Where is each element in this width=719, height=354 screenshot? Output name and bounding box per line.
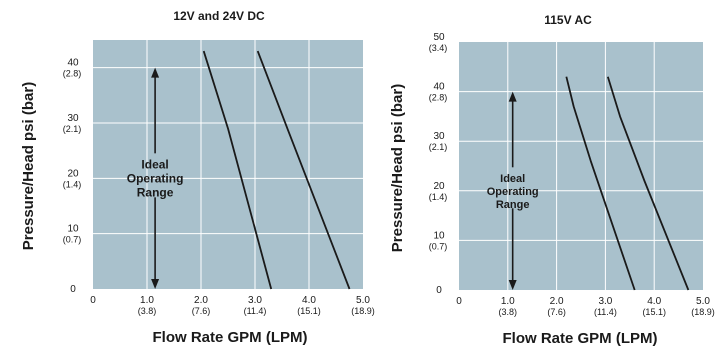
x-tick-label: 2.0: [194, 295, 208, 306]
range-label-line: Range: [137, 185, 174, 199]
x-tick-sublabel: (3.8): [499, 307, 518, 317]
plot-background: [459, 42, 703, 290]
performance-curve: [202, 50, 273, 290]
x-tick-label: 1.0: [140, 295, 154, 306]
x-tick-sublabel: (15.1): [642, 307, 666, 317]
y-tick-label: 10: [67, 224, 79, 235]
plot-area: 0 1.0(3.8)2.0(7.6)3.0(11.4)4.0(15.1)5.0(1…: [63, 40, 375, 316]
x-tick-label: 2.0: [550, 296, 564, 307]
range-arrowhead-up: [151, 67, 160, 78]
x-tick-label: 5.0: [356, 295, 370, 306]
x-tick-sublabel: (18.9): [351, 306, 375, 316]
x-axis-title: Flow Rate GPM (LPM): [503, 330, 658, 347]
range-arrowhead-down: [508, 280, 517, 290]
y-tick-label: 0: [70, 284, 76, 295]
x-tick-sublabel: (11.4): [244, 306, 267, 316]
y-tick-label: 30: [433, 131, 445, 142]
y-tick-sublabel: (1.4): [429, 192, 448, 202]
chart-115v-ac: 115V AC 0 1.0(3.8) 2.0(7.6) 3.0(11.4) 4.0(15…: [389, 13, 715, 347]
range-label-line: Operating: [487, 186, 539, 198]
x-tick-label: 3.0: [598, 296, 612, 307]
performance-curve: [606, 76, 690, 291]
x-tick-label: 0: [90, 295, 96, 306]
y-tick-sublabel: (3.4): [429, 43, 448, 53]
x-tick-sublabel: (11.4): [594, 307, 617, 317]
y-axis-title: Pressure/Head psi (bar): [20, 82, 37, 250]
y-tick-sublabel: (2.8): [429, 93, 448, 103]
plot-background: [93, 40, 363, 289]
range-arrowhead-up: [508, 91, 517, 102]
y-tick-label: 10: [433, 230, 445, 241]
x-tick-label: 1.0: [501, 296, 515, 307]
performance-curve: [565, 76, 636, 291]
y-tick-label: 0: [436, 285, 442, 296]
range-label-line: Operating: [127, 171, 184, 185]
y-axis-title: Pressure/Head psi (bar): [389, 84, 406, 252]
y-tick-label: 40: [67, 58, 79, 69]
y-tick-sublabel: (1.4): [63, 179, 82, 189]
y-tick-sublabel: (2.1): [429, 142, 448, 152]
chart-title: 12V and 24V DC: [173, 9, 265, 23]
y-tick-label: 20: [433, 181, 445, 192]
y-tick-sublabel: (0.7): [63, 235, 82, 245]
x-tick-label: 5.0: [696, 296, 710, 307]
range-label-line: Ideal: [141, 157, 168, 171]
y-tick-sublabel: (2.8): [63, 69, 82, 79]
range-arrowhead-down: [151, 279, 160, 289]
performance-curve: [256, 50, 351, 290]
y-tick-label: 50: [433, 32, 445, 43]
x-axis-title: Flow Rate GPM (LPM): [153, 329, 308, 346]
chart-title: 115V AC: [544, 13, 592, 27]
x-tick-sublabel: (15.1): [297, 306, 321, 316]
y-tick-label: 40: [433, 82, 445, 93]
x-tick-sublabel: (7.6): [192, 306, 211, 316]
x-tick-sublabel: (7.6): [547, 307, 566, 317]
y-tick-sublabel: (0.7): [429, 241, 448, 251]
x-tick-sublabel: (3.8): [138, 306, 157, 316]
x-tick-label: 3.0: [248, 295, 262, 306]
y-tick-sublabel: (2.1): [63, 124, 82, 134]
chart-12v-24v-dc: 12V and 24V DC 0 1.0(3.8) 2.0(7.6) 3.0(11.4…: [20, 9, 375, 346]
plot-area: 0 1.0(3.8)2.0(7.6)3.0(11.4)4.0(15.1)5.0(1…: [429, 32, 715, 317]
range-label-line: Range: [496, 199, 530, 211]
x-tick-sublabel: (18.9): [691, 307, 715, 317]
range-label-line: Ideal: [500, 173, 525, 185]
x-tick-label: 0: [456, 296, 462, 307]
y-tick-label: 30: [67, 113, 79, 124]
x-tick-label: 4.0: [302, 295, 316, 306]
y-tick-label: 20: [67, 168, 79, 179]
x-tick-label: 4.0: [647, 296, 661, 307]
